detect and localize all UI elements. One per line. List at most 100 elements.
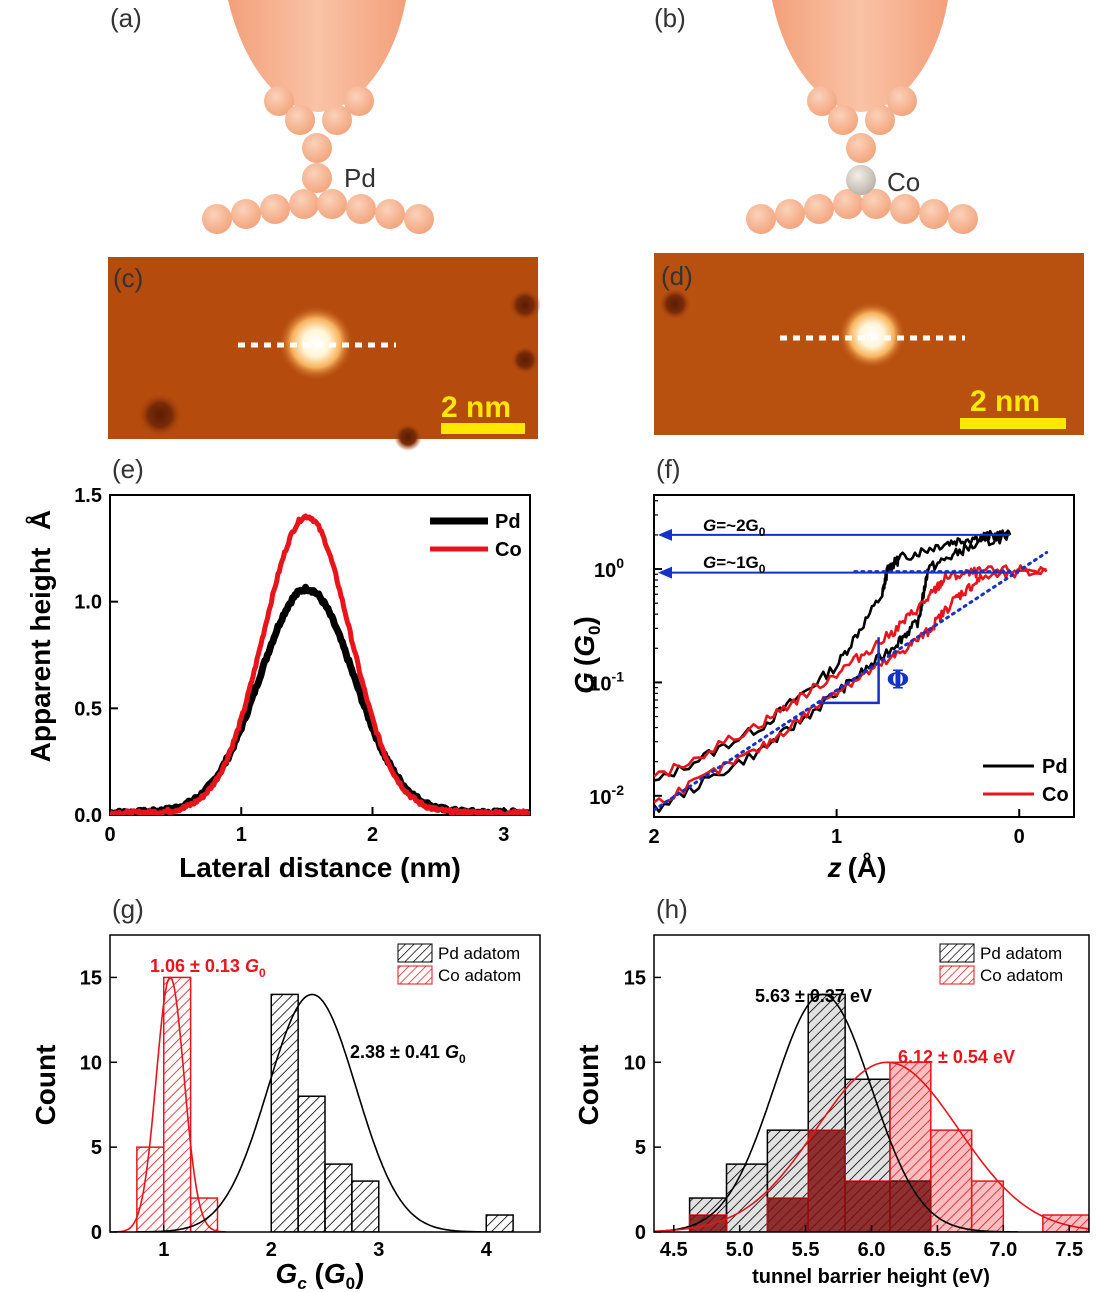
co-fit-label: 6.12 ± 0.54 eV xyxy=(898,1047,1015,1067)
line-pd xyxy=(110,583,530,815)
x-tick-label: 1 xyxy=(158,1239,169,1261)
histogram-bar xyxy=(324,1163,353,1232)
legend-swatch-co xyxy=(939,965,975,985)
y-tick-label: 10-1 xyxy=(589,668,624,695)
panel-c-label: (c) xyxy=(113,263,143,293)
y-tick-label: 0.5 xyxy=(74,698,102,720)
x-tick-label: 3 xyxy=(373,1239,384,1261)
x-tick-label: 3 xyxy=(498,824,509,846)
panel-f: (f) 2 1 0 100 10-1 10-2 G=~2G0 G=~1G0 Φ z (Å) G(… xyxy=(569,454,1075,883)
panel-g: (g) 1 2 3 4 0 5 10 15 Gc (G0) Count Pd adatom C… xyxy=(30,894,541,1292)
scalebar-label: 2 nm xyxy=(970,385,1040,418)
panel-b-label: (b) xyxy=(654,3,686,33)
tip-cone xyxy=(228,0,406,112)
x-tick-label: 7.0 xyxy=(989,1239,1017,1261)
bars xyxy=(114,976,514,1232)
legend-swatch-co xyxy=(397,965,433,985)
y-tick-label: 15 xyxy=(624,967,646,989)
surface-defect xyxy=(659,288,691,320)
co-fit-label: 1.06 ± 0.13 G0 xyxy=(150,956,266,980)
legend-label-co: Co xyxy=(495,539,522,561)
slope-triangle xyxy=(818,637,880,705)
gaussian-fit-curve xyxy=(135,993,489,1232)
surface-defect xyxy=(138,393,182,437)
legend-label-co: Co adatom xyxy=(980,966,1063,985)
arrow-head xyxy=(658,528,672,541)
gaussian-fit-curve xyxy=(114,976,227,1232)
y-axis-label: Apparent height xyxy=(25,548,56,763)
histogram-bar xyxy=(1042,1214,1089,1232)
y-tick-label: 5 xyxy=(635,1137,646,1159)
y-tick-label: 10-2 xyxy=(589,782,624,809)
axis-ticks: 1 2 3 4 0 5 10 15 xyxy=(80,967,493,1261)
adatom-bright-spot xyxy=(838,301,906,369)
plot-frame xyxy=(109,934,541,1233)
x-tick-label: 2 xyxy=(266,1239,277,1261)
legend-label-pd: Pd xyxy=(1042,756,1068,778)
co-atom-label: Co xyxy=(887,167,920,197)
x-tick-label: 4.5 xyxy=(660,1239,688,1261)
y-tick-label: 100 xyxy=(594,555,624,582)
y-axis-label: Count xyxy=(30,1045,61,1126)
x-tick-label: 0 xyxy=(104,824,115,846)
histogram-bar xyxy=(136,1146,165,1232)
series-line xyxy=(654,529,1012,782)
co-adatom xyxy=(846,165,876,195)
atom-chain-b xyxy=(746,86,978,234)
x-tick-label: 1 xyxy=(236,824,247,846)
series-line xyxy=(654,529,1012,813)
panel-f-label: (f) xyxy=(656,454,681,484)
annotations: G=~2G0 G=~1G0 Φ xyxy=(658,516,1011,705)
scalebar-label: 2 nm xyxy=(441,391,511,424)
pd-fit-label: 5.63 ± 0.37 eV xyxy=(755,986,872,1006)
legend-label-pd: Pd adatom xyxy=(980,944,1062,963)
curves xyxy=(110,513,530,815)
histogram-overlap-bar xyxy=(689,1215,727,1232)
histogram-bar xyxy=(930,1129,973,1232)
legend-swatch-pd xyxy=(939,943,975,963)
x-axis-label: tunnel barrier height (eV) xyxy=(752,1266,990,1288)
histogram-overlap-bar xyxy=(889,1181,931,1232)
surface-defect xyxy=(394,423,422,451)
x-tick-label: 6.5 xyxy=(924,1239,952,1261)
plot-frame xyxy=(109,494,531,816)
scalebar xyxy=(441,423,525,434)
axis-ticks: 4.5 5.0 5.5 6.0 6.5 7.0 7.5 0 5 10 15 xyxy=(624,967,1083,1261)
histogram-overlap-bar xyxy=(845,1181,890,1232)
histogram-overlap-bar xyxy=(808,1130,846,1232)
series-line xyxy=(654,564,1047,778)
histogram-bar xyxy=(485,1214,514,1232)
x-tick-label: 2 xyxy=(648,826,659,848)
legend-label-co: Co xyxy=(1042,784,1069,806)
pd-fit-label: 2.38 ± 0.41 G0 xyxy=(350,1042,466,1066)
legend-label-pd: Pd xyxy=(495,511,521,533)
x-tick-label: 5.0 xyxy=(726,1239,754,1261)
histogram-bar xyxy=(270,993,299,1232)
x-tick-label: 7.5 xyxy=(1055,1239,1083,1261)
histogram-bar xyxy=(725,1163,769,1232)
legend-label-pd: Pd adatom xyxy=(438,944,520,963)
y-tick-label: 5 xyxy=(91,1137,102,1159)
panel-d-label: (d) xyxy=(661,261,693,291)
x-tick-label: 6.0 xyxy=(858,1239,886,1261)
panel-b: (b) Co xyxy=(654,0,978,234)
y-axis-label: G(G0) xyxy=(569,616,604,694)
panel-c: 2 nm (c) xyxy=(108,257,541,451)
atom-chain-a xyxy=(202,86,434,234)
pd-atom-label: Pd xyxy=(344,163,376,193)
gaussian-fit-curve xyxy=(654,1061,1089,1232)
legend-label-co: Co adatom xyxy=(438,966,521,985)
panel-g-label: (g) xyxy=(112,894,144,924)
histogram-bar xyxy=(297,1095,326,1232)
surface-defect xyxy=(509,289,541,321)
series-line xyxy=(654,567,1048,804)
y-tick-label: 15 xyxy=(80,967,102,989)
x-tick-label: 4 xyxy=(481,1239,493,1261)
phi-label: Φ xyxy=(887,665,910,695)
y-tick-label: 0.0 xyxy=(74,805,102,827)
histogram-bar xyxy=(970,1180,1005,1232)
histogram-bar xyxy=(189,1197,219,1232)
y-tick-label: 10 xyxy=(80,1052,102,1074)
arrow-head xyxy=(658,566,672,579)
g1-level-label: G=~1G0 xyxy=(703,553,766,576)
